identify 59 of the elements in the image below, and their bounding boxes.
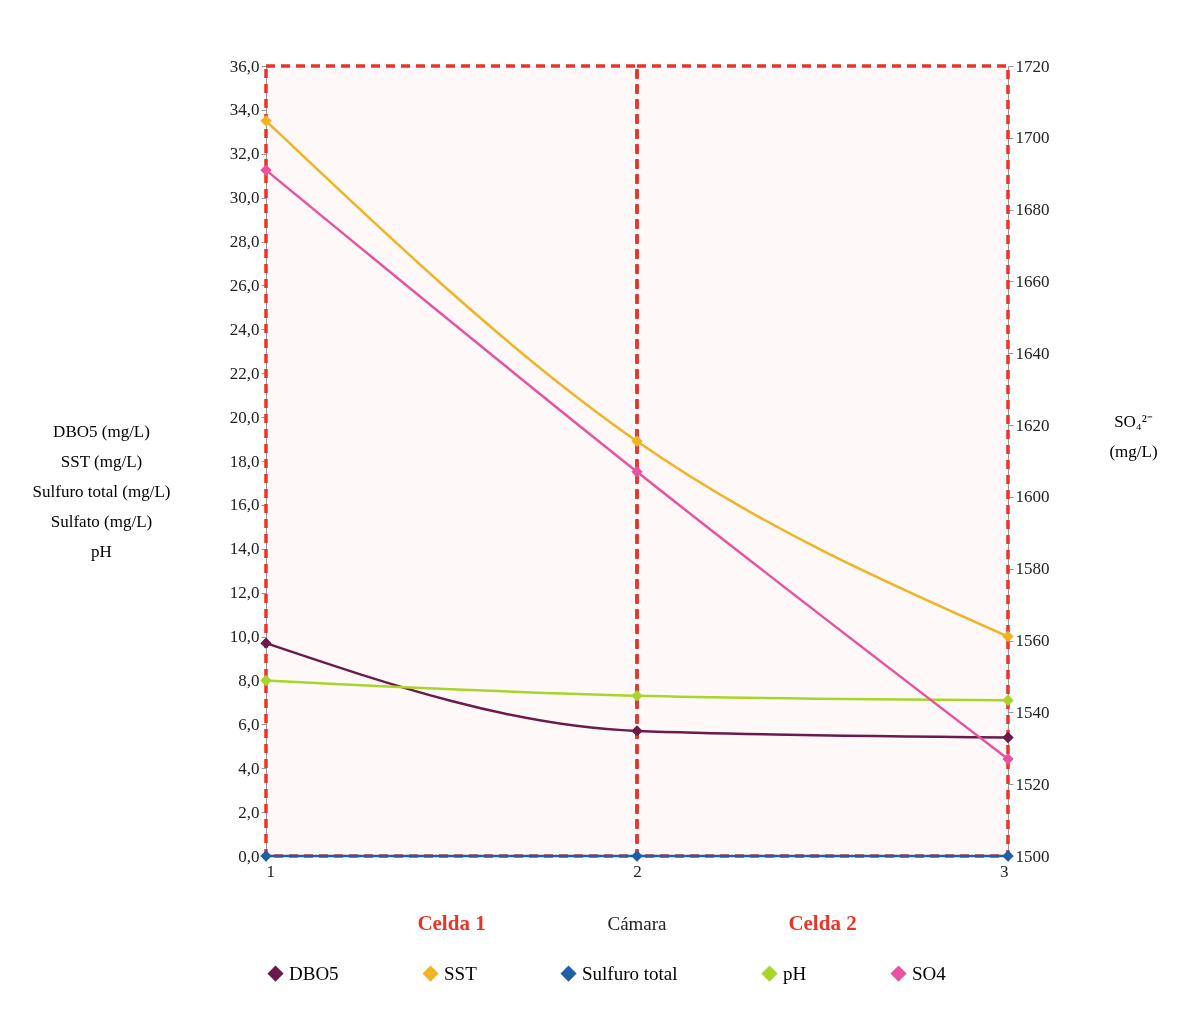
y2-tick-label: 1680	[1015, 200, 1050, 220]
text: Cámara	[607, 913, 668, 934]
y2-axis-title: SO₄²⁻ (mg/L)	[1109, 411, 1158, 461]
y2-tick-label: 1560	[1015, 631, 1050, 651]
legend-label: DBO5	[289, 962, 339, 984]
x-tick-label: 3	[1000, 861, 1009, 881]
y-tick-label: 18,0	[229, 451, 260, 471]
point	[1002, 850, 1014, 862]
x-tick-label: 1	[266, 861, 275, 881]
y2-tick-label: 1540	[1015, 702, 1050, 722]
y2-tick-label: 1600	[1015, 487, 1050, 507]
y-tick-label: 4,0	[238, 758, 260, 778]
y2-tick-label: 1580	[1015, 559, 1050, 579]
legend-label: pH	[783, 962, 807, 984]
y-axis-title: DBO5 (mg/L) SST (mg/L) Sulfuro total (mg/L) Sulfato (mg/L) pH	[32, 421, 171, 561]
point	[631, 725, 643, 737]
legend-label: Sulfuro total	[582, 962, 678, 984]
y-tick-label: 24,0	[229, 319, 260, 339]
y-tick-label: 28,0	[229, 232, 260, 252]
point	[260, 115, 272, 127]
point	[1002, 753, 1014, 765]
y-tick-label: 26,0	[229, 275, 260, 295]
point	[631, 466, 643, 478]
y-tick-label: 34,0	[229, 100, 260, 120]
y2-tick-label: 1500	[1015, 846, 1050, 866]
y-tick-label: 8,0	[238, 670, 260, 690]
point	[1002, 731, 1014, 744]
y-tick-label: 20,0	[229, 407, 260, 427]
y-tick-label: 6,0	[238, 714, 260, 734]
y-tick-label: 16,0	[229, 495, 260, 515]
point	[260, 850, 272, 862]
y2-tick-label: 1660	[1015, 271, 1050, 291]
point	[631, 690, 643, 702]
y-tick-label: 36,0	[229, 56, 260, 76]
legend-label: SST	[444, 962, 478, 984]
y-tick-label: 12,0	[229, 583, 260, 603]
y-tick-label: 14,0	[229, 539, 260, 559]
y-tick-label: 0,0	[238, 846, 260, 866]
band-label: Celda 1	[417, 911, 486, 935]
y2-tick-label: 1520	[1015, 774, 1050, 794]
point	[260, 637, 272, 649]
legend-label: SO4	[912, 962, 947, 984]
y-tick-label: 22,0	[229, 363, 260, 383]
point	[631, 850, 643, 862]
y2-tick-label: 1640	[1015, 343, 1050, 363]
point	[631, 435, 643, 447]
point	[260, 674, 272, 687]
y-tick-label: 10,0	[229, 627, 260, 647]
y2-tick-label: 1720	[1015, 56, 1050, 76]
y2-tick-label: 1700	[1015, 128, 1050, 148]
y2-tick-label: 1620	[1015, 415, 1050, 435]
y-tick-label: 2,0	[238, 802, 260, 822]
point	[1002, 630, 1014, 643]
band-label: Celda 2	[788, 911, 857, 935]
y-tick-label: 32,0	[229, 144, 260, 164]
y-tick-label: 30,0	[229, 188, 260, 208]
point	[1002, 694, 1014, 706]
point	[260, 164, 272, 176]
x-tick-label: 2	[633, 861, 642, 881]
